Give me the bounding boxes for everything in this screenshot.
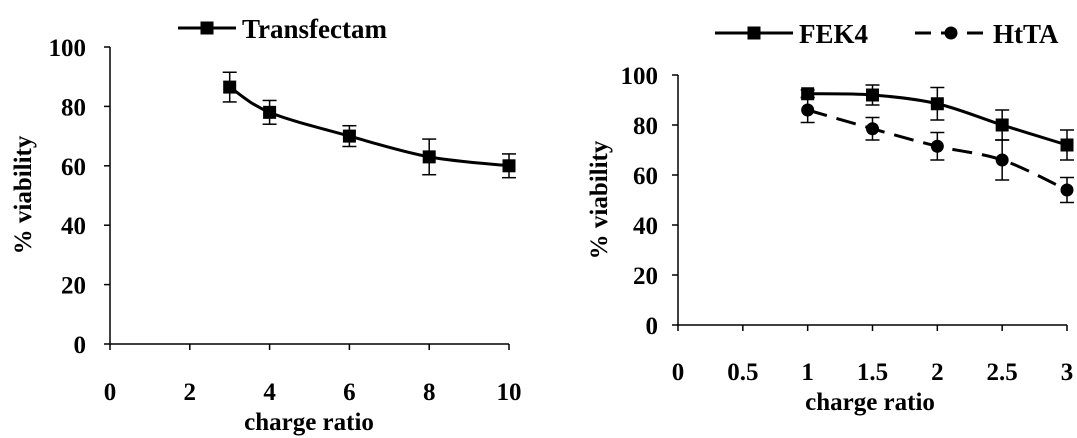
y-tick-label: 40: [633, 213, 658, 240]
data-point-htta: [1060, 183, 1074, 197]
y-axis-title: % viability: [586, 140, 613, 259]
data-point-fek4: [930, 97, 944, 111]
y-tick-label: 40: [61, 213, 86, 240]
data-point-fek4: [995, 118, 1009, 132]
data-point-htta: [930, 139, 944, 153]
x-tick-label: 8: [423, 379, 436, 406]
data-point-htta: [801, 103, 815, 117]
x-tick-label: 0: [104, 379, 117, 406]
x-tick-label: 3: [1061, 359, 1074, 386]
legend: FEK4 HtTA: [715, 19, 1059, 49]
y-tick-label: 60: [633, 163, 658, 190]
series-layer: [800, 84, 1074, 204]
series-line-transfectam: [228, 85, 510, 168]
y-tick-label: 20: [61, 273, 86, 300]
x-tick-label: 0: [672, 359, 685, 386]
data-point-transfectam: [422, 150, 436, 164]
x-tick-label: 6: [343, 379, 356, 406]
x-axis-title: charge ratio: [244, 409, 374, 436]
data-point-fek4: [1060, 138, 1074, 152]
x-tick-label: 0.5: [727, 359, 758, 386]
y-tick-label: 100: [621, 63, 659, 90]
y-tick-label: 20: [633, 263, 658, 290]
y-axis-title: % viability: [10, 135, 37, 254]
y-tick-label: 60: [61, 154, 86, 181]
legend-swatch-marker: [200, 21, 214, 35]
data-point-htta: [995, 153, 1009, 167]
data-point-transfectam: [342, 129, 356, 143]
x-tick-label: 4: [263, 379, 276, 406]
data-point-htta: [866, 122, 879, 136]
data-point-transfectam: [223, 80, 237, 94]
y-tick-label: 0: [646, 313, 659, 340]
legend: Transfectam: [178, 14, 387, 44]
legend-label: Transfectam: [242, 14, 387, 44]
data-point-transfectam: [263, 105, 277, 119]
y-tick-label: 100: [49, 35, 87, 62]
series-layer: [222, 71, 516, 179]
legend-label: HtTA: [993, 19, 1059, 49]
y-tick-label: 80: [61, 94, 86, 121]
x-tick-label: 10: [497, 379, 522, 406]
legend-label: FEK4: [799, 19, 868, 49]
legend-swatch-marker: [944, 26, 958, 40]
x-tick-label: 2: [931, 359, 944, 386]
chart-fek4-htta: FEK4 HtTA 0 20 40 60 80 100 0 0.5 1 1.5 2 2.5 3 % via…: [586, 19, 1074, 416]
x-tick-label: 1.5: [857, 359, 888, 386]
legend-swatch-marker: [747, 26, 761, 40]
axes: 0 20 40 60 80 100 0 0.5 1 1.5 2 2.5 3: [621, 63, 1074, 386]
chart-transfectam: Transfectam 0 20 40 60 80 100 0 2 4 6 8 10 % viabil…: [10, 14, 522, 436]
y-tick-label: 80: [633, 113, 658, 140]
data-point-transfectam: [502, 159, 516, 173]
axes: 0 20 40 60 80 100 0 2 4 6 8 10: [49, 35, 522, 406]
x-tick-label: 2.5: [987, 359, 1018, 386]
y-tick-label: 0: [74, 332, 87, 359]
data-point-fek4: [866, 88, 879, 102]
x-tick-label: 1: [801, 359, 814, 386]
x-axis-title: charge ratio: [805, 389, 935, 416]
x-tick-label: 2: [184, 379, 197, 406]
